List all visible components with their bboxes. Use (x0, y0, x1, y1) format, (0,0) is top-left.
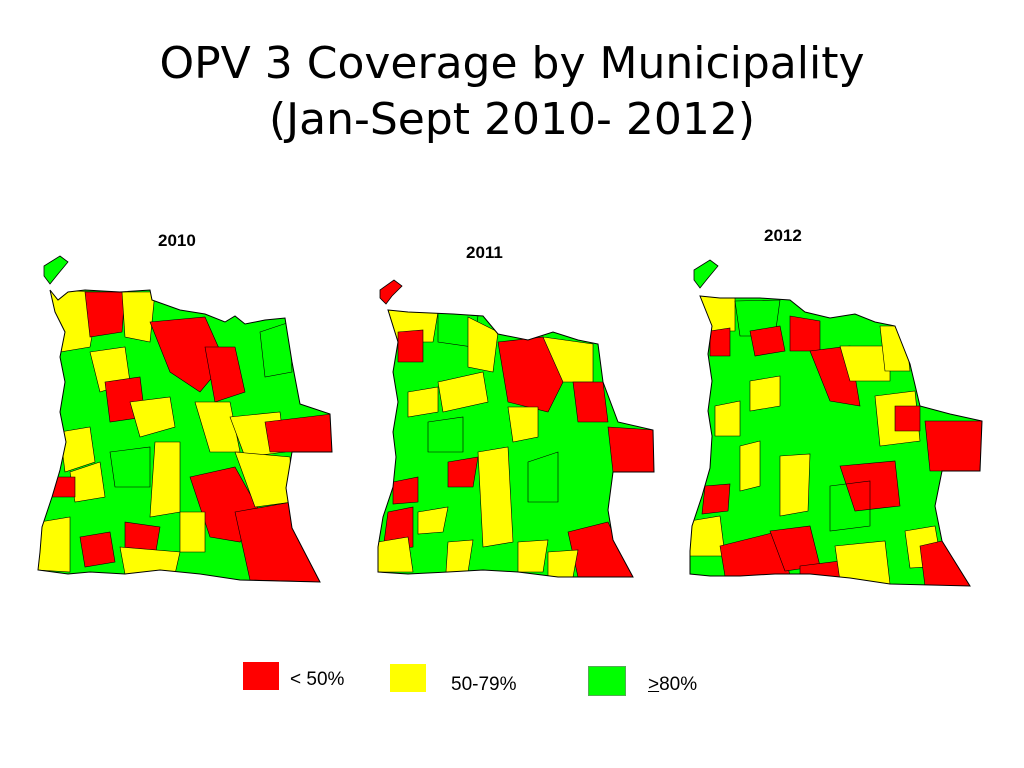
title-line-2: (Jan-Sept 2010- 2012) (268, 94, 756, 145)
legend-swatch-mid (390, 664, 426, 692)
legend-label-mid: 50-79% (451, 674, 517, 695)
legend-label-high: >80% (648, 674, 697, 696)
title-line-1: OPV 3 Coverage by Municipality (159, 38, 865, 89)
slide-title: OPV 3 Coverage by Municipality (Jan-Sept… (0, 36, 1024, 148)
map-2010 (37, 255, 333, 583)
year-label-2012: 2012 (764, 226, 802, 245)
legend-label-low: < 50% (290, 669, 345, 690)
year-label-2011: 2011 (466, 243, 503, 262)
map-2011 (377, 279, 655, 578)
legend-label-high-rest: 80% (659, 674, 698, 695)
year-label-2010: 2010 (158, 231, 196, 250)
legend-label-high-symbol: > (648, 674, 660, 695)
legend-swatch-high (588, 666, 626, 696)
map-2012 (689, 259, 983, 587)
legend-swatch-low (243, 662, 279, 690)
